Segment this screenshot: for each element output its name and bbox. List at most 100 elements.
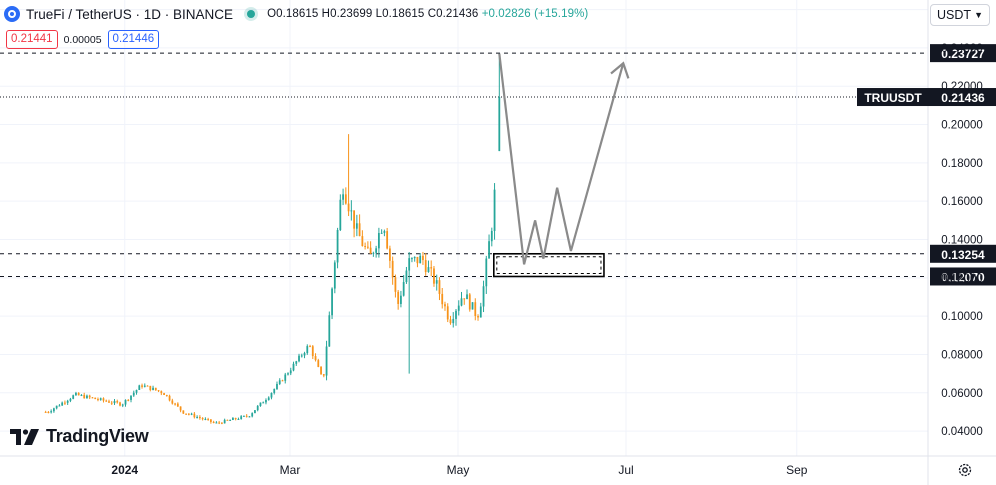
candle-body [353, 210, 355, 229]
candle-body [77, 392, 80, 396]
change-text: +0.02826 (+15.19%) [481, 8, 589, 20]
candle-body [372, 252, 375, 254]
candle-body [422, 255, 424, 261]
tradingview-wordmark: TradingView [46, 426, 149, 446]
candle-body [466, 294, 468, 300]
tradingview-watermark[interactable]: TradingView [10, 426, 149, 447]
candle-body [50, 411, 53, 413]
candle-body [232, 418, 234, 420]
horizontal-lines[interactable]: 0.23727 0.13254 0.12070 [0, 44, 996, 286]
candle-body [402, 282, 405, 296]
candle-body [259, 402, 262, 406]
candle-body [452, 318, 455, 324]
price-axis[interactable]: 0.260000.240000.220000.200000.180000.160… [857, 0, 996, 485]
candle-body [375, 248, 378, 253]
candle-body [430, 267, 433, 269]
candle-body [215, 422, 218, 424]
candle-body [463, 298, 466, 300]
candle-body [468, 294, 471, 310]
candle-body [80, 394, 83, 396]
currency-unit-button[interactable]: USDT ▼ [930, 4, 990, 26]
time-axis[interactable]: 2024 Mar May Jul Sep [0, 455, 996, 477]
candle-body [86, 395, 88, 399]
candle-body [176, 403, 179, 407]
candle-body [113, 401, 116, 404]
candle-body [380, 232, 383, 234]
horizontal-line-price-badge [930, 44, 996, 63]
time-tick-label: 2024 [111, 463, 138, 477]
drawing-annotations[interactable] [493, 53, 630, 278]
time-tick-label: Mar [280, 463, 301, 477]
candle-body [64, 402, 66, 404]
candle-body [72, 395, 75, 399]
candle-body [243, 415, 245, 417]
candle-body [265, 400, 267, 403]
candle-body [141, 385, 143, 387]
candle-body [221, 422, 223, 424]
candle-body [53, 408, 55, 412]
candle-body [350, 210, 353, 212]
candle-body [119, 402, 121, 406]
candle-body [347, 203, 350, 212]
sell-price-button[interactable]: 0.21441 [6, 30, 58, 49]
candle-body [419, 255, 422, 264]
candlestick-series[interactable] [44, 53, 501, 425]
candle-body [240, 416, 243, 419]
ohlc-values: O0.18615 H0.23699 L0.18615 C0.21436 +0.0… [267, 8, 588, 20]
candle-body [138, 385, 141, 390]
quote-row: 0.21441 0.00005 0.21446 [6, 30, 160, 49]
price-tick-label: 0.24000 [941, 43, 983, 55]
candle-body [435, 280, 438, 284]
candle-body [317, 360, 320, 367]
candle-body [132, 392, 135, 396]
candle-body [218, 422, 221, 424]
candle-body [127, 399, 130, 401]
candle-body [163, 393, 165, 395]
candle-body [116, 401, 119, 403]
symbol-title[interactable]: TrueFi / TetherUS · 1D · BINANCE [26, 6, 234, 22]
support-zone-rectangle [493, 252, 605, 278]
chevron-down-icon: ▼ [974, 10, 983, 20]
candle-body [377, 233, 380, 249]
price-tick-label: 0.14000 [941, 234, 983, 246]
candle-body [198, 416, 201, 419]
candle-body [182, 410, 185, 414]
market-open-status-icon [247, 10, 256, 18]
candle-body [355, 223, 358, 229]
candle-body [336, 230, 339, 263]
candle-body [97, 399, 99, 401]
candle-body [193, 413, 196, 418]
candle-body [273, 389, 276, 393]
candle-body [223, 419, 226, 424]
candle-body [281, 380, 284, 382]
candle-body [474, 302, 477, 316]
spread-value: 0.00005 [63, 33, 102, 46]
chart-grid [0, 0, 928, 456]
candle-body [185, 413, 187, 415]
candle-body [174, 403, 176, 405]
candle-body [455, 310, 457, 319]
candle-body [209, 419, 212, 422]
candle-body [171, 400, 174, 404]
candle-body [449, 319, 452, 324]
candle-body [248, 416, 251, 418]
price-tick-label: 0.08000 [941, 349, 983, 361]
candle-body [69, 398, 72, 401]
candle-body [108, 401, 110, 403]
candle-body [314, 356, 317, 361]
gear-icon[interactable] [957, 462, 973, 478]
candle-body [389, 248, 391, 261]
candle-body [320, 366, 322, 375]
support-zone-inner-border [496, 256, 602, 274]
candle-body [237, 418, 240, 420]
candle-body [311, 346, 314, 357]
symbol-name-text: TRUUSDT [864, 91, 922, 105]
buy-price-button[interactable]: 0.21446 [107, 30, 160, 49]
candle-body [444, 304, 446, 307]
candle-body [105, 400, 108, 402]
candle-body [149, 385, 152, 390]
truefi-coin-icon [4, 6, 20, 22]
candle-body [383, 231, 386, 233]
candle-body [446, 306, 449, 320]
